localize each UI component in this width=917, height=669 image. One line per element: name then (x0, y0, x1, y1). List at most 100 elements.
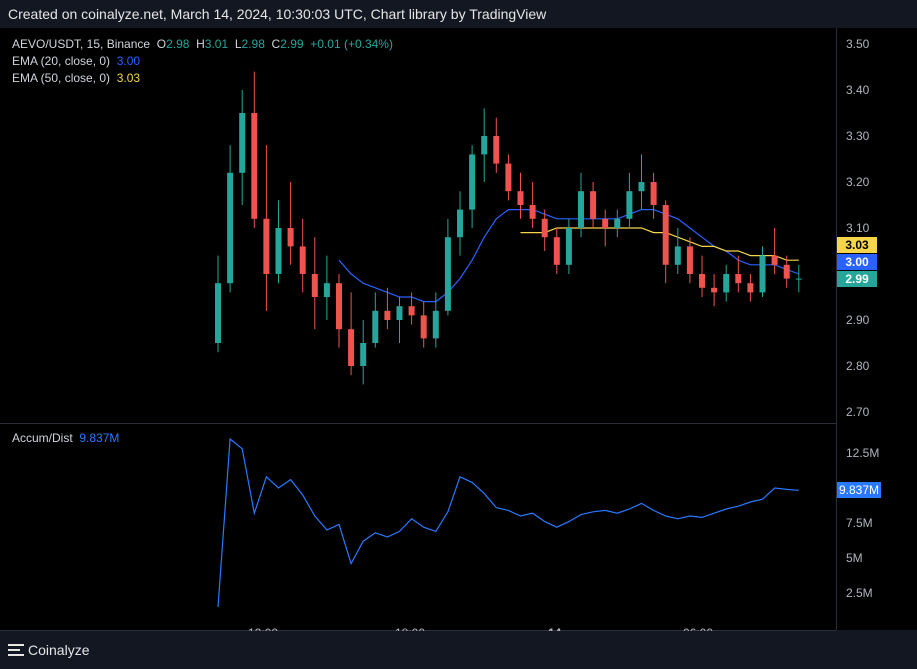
candle-body[interactable] (275, 228, 282, 274)
candle-body[interactable] (553, 237, 560, 265)
candle-body[interactable] (348, 329, 355, 366)
candle-body[interactable] (723, 274, 730, 293)
candle-body[interactable] (602, 218, 609, 228)
menu-lines-icon (8, 644, 24, 656)
candle-body[interactable] (662, 205, 669, 265)
high-label: H (196, 37, 205, 51)
ema50-legend[interactable]: EMA (50, close, 0) 3.03 (12, 71, 140, 85)
ema50-price-badge: 3.03 (837, 237, 877, 253)
ad-tick: 7.5M (846, 516, 873, 530)
price-tick: 3.10 (846, 221, 870, 235)
ad-tick: 5M (846, 551, 863, 565)
candle-body[interactable] (541, 218, 548, 238)
open-value: 2.98 (166, 37, 190, 51)
ema20-price-badge: 3.00 (837, 254, 877, 270)
candle-body[interactable] (590, 191, 597, 219)
candle-body[interactable] (626, 191, 633, 219)
price-tick: 3.30 (846, 129, 870, 143)
candle-body[interactable] (420, 315, 427, 339)
candle-body[interactable] (396, 306, 403, 320)
candle-body[interactable] (323, 283, 330, 297)
price-tick: 3.40 (846, 83, 870, 97)
candle-body[interactable] (469, 154, 476, 210)
candle-body[interactable] (674, 246, 681, 265)
candle-body[interactable] (481, 136, 488, 155)
candle-body[interactable] (759, 255, 766, 293)
candle-body[interactable] (747, 283, 754, 293)
candle-body[interactable] (372, 310, 379, 343)
candle-body[interactable] (578, 191, 584, 228)
low-label: L (234, 37, 242, 51)
ema20-value: 3.00 (116, 54, 141, 68)
price-tick: 2.70 (846, 405, 870, 419)
candle-body[interactable] (529, 205, 536, 219)
candle-body[interactable] (505, 163, 512, 192)
candle-body[interactable] (795, 278, 802, 280)
ad-tick: 2.5M (846, 586, 873, 600)
accum-dist-line-group (217, 437, 799, 608)
candle-body[interactable] (336, 283, 342, 330)
close-price-badge: 2.99 (837, 271, 877, 287)
ema50-value: 3.03 (116, 71, 141, 85)
candle-body[interactable] (457, 209, 463, 238)
chart-caption: Created on coinalyze.net, March 14, 2024… (8, 6, 547, 22)
candle-body[interactable] (408, 306, 415, 316)
candle-body[interactable] (565, 228, 572, 265)
accum-dist-label: Accum/Dist (12, 431, 73, 445)
ema50-line[interactable] (520, 227, 799, 261)
ad-tick: 12.5M (846, 446, 880, 460)
symbol-label[interactable]: AEVO/USDT, 15, Binance (12, 37, 151, 51)
candle-body[interactable] (299, 246, 306, 274)
candle-body[interactable] (360, 343, 367, 366)
low-value: 2.98 (241, 37, 265, 51)
candle-body[interactable] (771, 255, 778, 265)
price-tick: 3.50 (846, 37, 870, 51)
candle-body[interactable] (517, 191, 524, 205)
candle-body[interactable] (638, 182, 645, 192)
candle-body[interactable] (227, 172, 234, 284)
accum-dist-line[interactable] (217, 437, 799, 608)
pane-separator[interactable] (0, 423, 836, 424)
price-chart-svg[interactable] (0, 28, 836, 630)
candle-body[interactable] (493, 136, 500, 164)
chart-canvas[interactable] (0, 28, 917, 630)
candle-body[interactable] (239, 113, 246, 173)
top-caption-bar: Created on coinalyze.net, March 14, 2024… (0, 0, 917, 28)
change-value: +0.01 (+0.34%) (310, 37, 393, 51)
candle-body[interactable] (263, 218, 270, 274)
close-label: C (271, 37, 281, 51)
main-legend: AEVO/USDT, 15, Binance O2.98 H3.01 L2.98… (12, 37, 393, 51)
time-axis-border (0, 630, 836, 631)
accum-dist-badge: 9.837M (837, 482, 881, 498)
candle-body[interactable] (311, 274, 318, 297)
accum-dist-value: 9.837M (79, 431, 120, 445)
candle-body[interactable] (614, 218, 621, 228)
open-label: O (156, 37, 167, 51)
price-tick: 2.80 (846, 359, 870, 373)
candle-body[interactable] (650, 182, 657, 205)
candle-body[interactable] (711, 287, 718, 293)
candle-body[interactable] (735, 274, 742, 284)
candle-body[interactable] (384, 310, 391, 320)
candle-body[interactable] (287, 228, 294, 247)
candles (215, 71, 802, 385)
accum-dist-legend[interactable]: Accum/Dist 9.837M (12, 431, 119, 445)
candle-body[interactable] (699, 274, 705, 288)
candle-body[interactable] (215, 283, 221, 343)
coinalyze-logo[interactable]: Coinalyze (8, 642, 89, 658)
price-tick: 3.20 (846, 175, 870, 189)
brand-name: Coinalyze (28, 642, 90, 658)
candle-body[interactable] (783, 264, 790, 279)
ema20-legend[interactable]: EMA (20, close, 0) 3.00 (12, 54, 140, 68)
price-tick: 2.90 (846, 313, 870, 327)
close-value: 2.99 (280, 37, 304, 51)
price-axis-border (836, 28, 837, 630)
footer-bar (0, 631, 917, 669)
ema20-label: EMA (20, close, 0) (12, 54, 111, 68)
candle-body[interactable] (251, 113, 258, 219)
candle-body[interactable] (432, 310, 439, 339)
candle-body[interactable] (686, 246, 693, 274)
candle-body[interactable] (444, 237, 451, 311)
high-value: 3.01 (204, 37, 229, 51)
ema50-label: EMA (50, close, 0) (12, 71, 111, 85)
